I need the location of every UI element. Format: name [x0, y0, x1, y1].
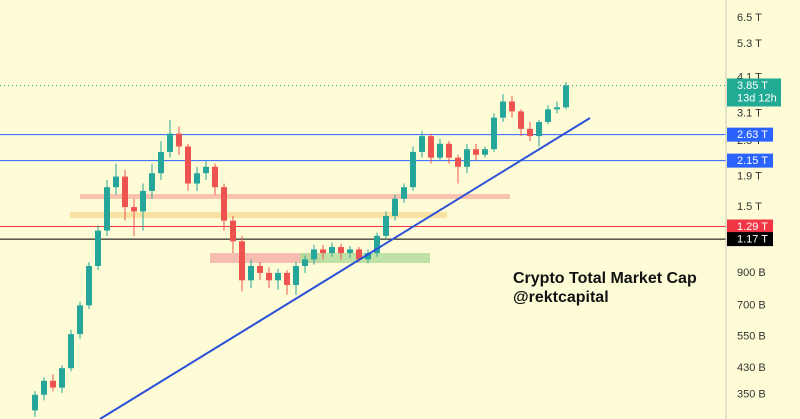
candle-body — [545, 109, 551, 123]
candle-body — [77, 305, 83, 335]
candle-body — [221, 187, 227, 221]
candle-body — [491, 117, 497, 150]
candle-body — [32, 394, 38, 411]
candle-body — [437, 143, 443, 158]
last-price-label: 3.85 T — [737, 80, 768, 92]
candle-body — [140, 190, 146, 212]
candle-body — [185, 146, 191, 184]
countdown-label: 13d 12h — [737, 92, 777, 104]
candle-body — [329, 247, 335, 254]
candle-body — [365, 253, 371, 260]
candle-body — [455, 157, 461, 167]
candle-body — [311, 249, 317, 260]
candle-body — [500, 101, 506, 118]
y-tick-label: 3.1 T — [737, 107, 762, 119]
level-badge — [727, 219, 773, 234]
candle-body — [563, 85, 569, 108]
last-price-badge — [727, 78, 781, 107]
candle-body — [482, 149, 488, 155]
candle-body — [410, 151, 416, 188]
level-badge — [727, 153, 773, 168]
candle-body — [356, 249, 362, 260]
candle-body — [374, 235, 380, 254]
candle-body — [464, 149, 470, 167]
candles — [32, 82, 569, 417]
candle-body — [383, 215, 389, 236]
candle-body — [158, 151, 164, 174]
candle-body — [401, 187, 407, 199]
y-tick-label: 350 B — [737, 389, 766, 401]
candle-body — [122, 176, 128, 208]
y-tick-label: 5.3 T — [737, 38, 762, 50]
candle-body — [194, 173, 200, 184]
y-tick-label: 1.9 T — [737, 170, 762, 182]
resistance-zone — [80, 194, 510, 199]
y-tick-label: 1.5 T — [737, 201, 762, 213]
candle-body — [527, 128, 533, 137]
candle-body — [203, 166, 209, 174]
candle-body — [104, 187, 110, 231]
candle-body — [230, 220, 236, 242]
candle-body — [59, 368, 65, 388]
candle-body — [212, 166, 218, 188]
candle-body — [419, 136, 425, 152]
candle-body — [68, 334, 74, 369]
candle-body — [95, 230, 101, 266]
demand-zone — [210, 253, 320, 263]
y-tick-label: 430 B — [737, 362, 766, 374]
level-badge — [727, 127, 773, 142]
level-label: 2.63 T — [737, 129, 768, 141]
y-tick-label: 900 B — [737, 267, 766, 279]
candle-body — [554, 107, 560, 110]
candle-body — [302, 259, 308, 266]
price-lines — [0, 84, 726, 240]
candle-body — [392, 198, 398, 216]
candle-body — [293, 265, 299, 285]
candle-body — [257, 265, 263, 273]
candle-body — [446, 143, 452, 158]
candle-body — [167, 133, 173, 152]
candle-body — [50, 380, 56, 388]
y-tick-label: 6.5 T — [737, 12, 762, 24]
candle-body — [518, 111, 524, 129]
candle-body — [347, 249, 353, 254]
trendline — [99, 117, 591, 419]
candle-body — [338, 247, 344, 254]
candle-body — [284, 272, 290, 285]
candle-body — [41, 380, 47, 395]
annotation-author: @rektcapital — [513, 289, 609, 306]
candle-body — [248, 265, 254, 281]
candle-body — [176, 133, 182, 147]
candle-body — [86, 265, 92, 306]
level-badge — [727, 232, 773, 247]
candle-body — [113, 176, 119, 188]
price-axis — [726, 0, 800, 419]
candle-body — [266, 272, 272, 281]
annotation-title: Crypto Total Market Cap — [513, 270, 697, 287]
support-zone — [70, 212, 447, 218]
candle-body — [536, 122, 542, 137]
candle-body — [239, 241, 245, 281]
candle-body — [509, 101, 515, 112]
candle-body — [428, 136, 434, 158]
candle-body — [275, 272, 281, 281]
candle-body — [149, 173, 155, 191]
level-label: 2.15 T — [737, 155, 768, 167]
level-label: 1.29 T — [737, 221, 768, 233]
level-label: 1.17 T — [737, 234, 768, 246]
candle-body — [131, 207, 137, 212]
y-tick-label: 700 B — [737, 299, 766, 311]
candle-body — [320, 249, 326, 254]
candle-body — [473, 149, 479, 155]
y-tick-label: 550 B — [737, 330, 766, 342]
